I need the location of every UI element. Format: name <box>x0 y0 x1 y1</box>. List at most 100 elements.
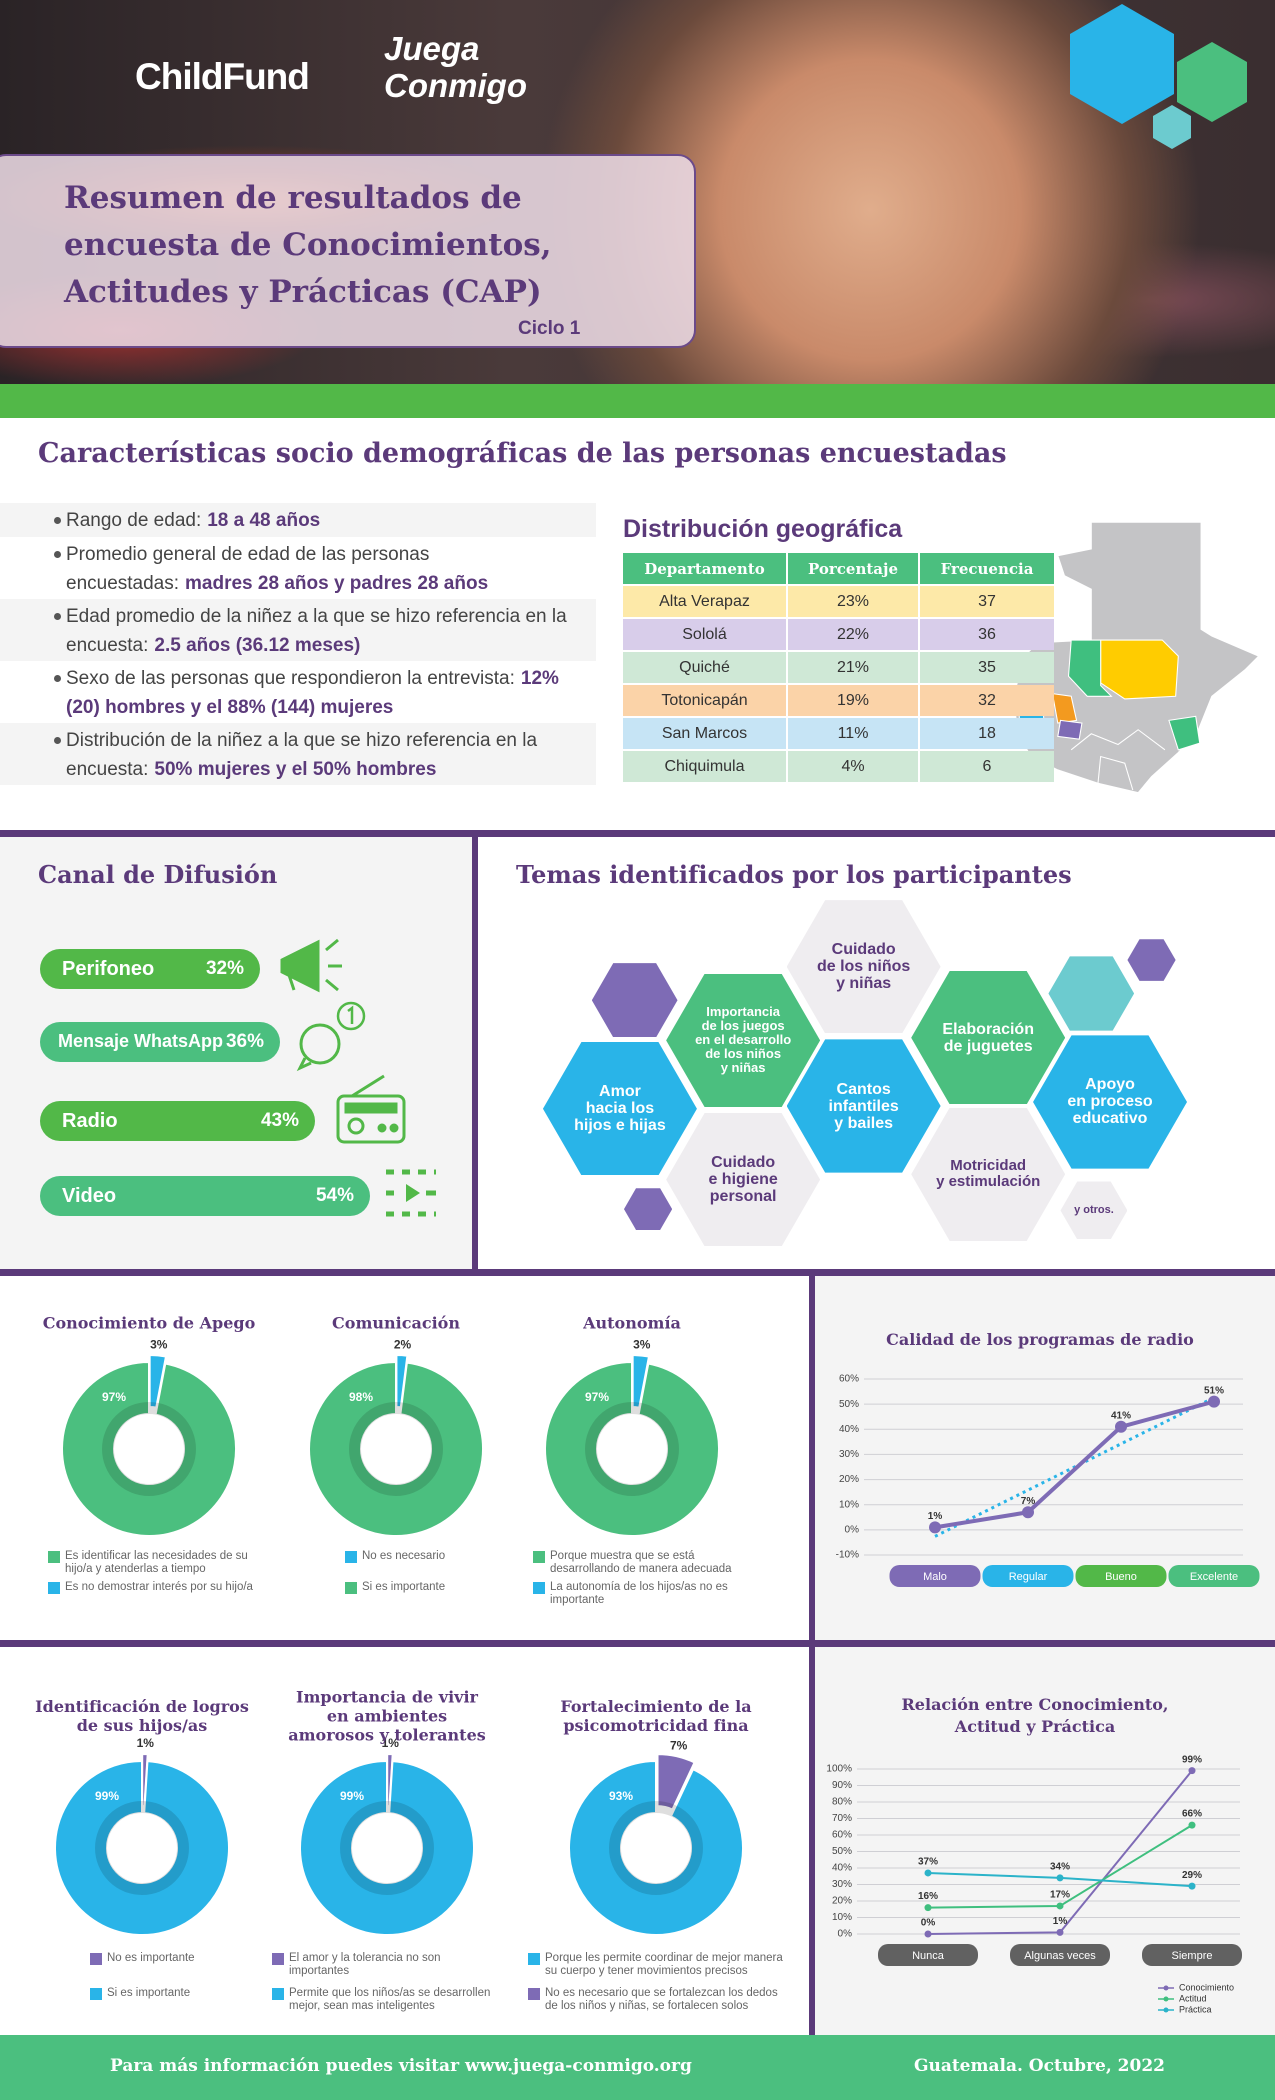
legend-item: Permite que los niños/as se desarrollen … <box>272 1987 502 2013</box>
legend-swatch <box>345 1582 357 1594</box>
map-region <box>1051 692 1078 724</box>
donut: 7% 93% <box>568 1739 744 1936</box>
table-row: Chiquimula 4% 6 <box>623 751 1054 782</box>
topic-hexagon: Amor hacia los hijos e hijas <box>542 1042 697 1176</box>
legend-swatch <box>528 1988 540 2000</box>
topic-hexagon <box>623 1188 673 1230</box>
chart-title: Relación entre Conocimiento, Actitud y P… <box>901 1695 1169 1736</box>
footer-text: Para más información puedes visitar www.… <box>110 2056 692 2076</box>
legend-item: La autonomía de los hijos/as no es impor… <box>533 1581 763 1607</box>
demographic-item: Sexo de las personas que respondieron la… <box>0 661 596 723</box>
footer-text: Guatemala. Octubre, 2022 <box>913 2056 1165 2076</box>
green-band <box>0 384 1275 418</box>
table-cell: San Marcos <box>623 718 786 749</box>
legend-item: Si es importante <box>90 1987 320 2000</box>
item-label: Promedio general de edad de las personas… <box>66 544 430 594</box>
topic-hexagon <box>591 963 678 1038</box>
bar-label: Radio <box>62 1110 118 1132</box>
channel-bar: Video 54% <box>40 1176 370 1216</box>
legend-label: Porque les permite coordinar de mejor ma… <box>545 1952 783 1977</box>
topic-hexagon: y otros. <box>1060 1181 1128 1240</box>
topic-label: Cantos infantiles y bailes <box>828 1080 899 1132</box>
donut: 3% 97% <box>544 1338 720 1537</box>
donut: 2% 98% <box>308 1337 484 1537</box>
chart-title: Conocimiento de Apego <box>42 1313 256 1333</box>
legend-swatch <box>533 1582 545 1594</box>
topic-label: Amor hacia los hijos e hijas <box>574 1083 666 1135</box>
bar-value: 43% <box>260 1110 299 1131</box>
chart-title: Canal de Difusión <box>38 860 278 889</box>
map-region <box>1057 719 1083 740</box>
value-label: 2% <box>394 1337 412 1351</box>
table-cell: 21% <box>788 652 918 683</box>
legend-label: La autonomía de los hijos/as no es impor… <box>550 1581 728 1606</box>
map-borders <box>1070 729 1166 751</box>
topic-label: y otros. <box>1074 1204 1114 1217</box>
topic-hexagon: Cuidado e higiene personal <box>666 1112 821 1247</box>
table-cell: 18 <box>920 718 1054 749</box>
table-cell: 4% <box>788 751 918 782</box>
table-cell: Totonicapán <box>623 685 786 716</box>
section-title: Temas identificados por los participante… <box>516 860 1072 889</box>
donut-slice <box>54 1759 231 1936</box>
donut: 3% 97% <box>61 1338 237 1537</box>
item-value: 50% mujeres y el 50% hombres <box>154 759 437 780</box>
table-title: Distribución geográfica <box>623 515 903 543</box>
bullet <box>54 675 61 682</box>
header-subtitle: Ciclo 1 <box>518 318 581 339</box>
table-cell: 35 <box>920 652 1054 683</box>
column-header: Frecuencia <box>920 553 1054 584</box>
topic-hexagon: Motricidad y estimulación <box>911 1107 1066 1241</box>
logo-childfund: ChildFund <box>135 56 310 97</box>
bar-label: Mensaje WhatsApp <box>58 1031 224 1051</box>
value-label: 97% <box>102 1390 126 1404</box>
divider <box>0 1269 1275 1276</box>
map-borders <box>1097 755 1134 791</box>
topic-hexagon <box>1127 939 1176 981</box>
map-region <box>1067 639 1113 697</box>
chart-title: Importancia de vivir en ambientes amoros… <box>288 1687 486 1745</box>
chart-title: Identificación de logros de sus hijos/as <box>35 1697 249 1735</box>
topic-label: Elaboración de juguetes <box>942 1020 1034 1055</box>
donut-slice <box>386 1752 394 1808</box>
donut-slice <box>308 1360 484 1537</box>
topic-label: Motricidad y estimulación <box>936 1157 1041 1191</box>
table-cell: 22% <box>788 619 918 650</box>
legend-swatch <box>272 1953 284 1965</box>
item-value: 2.5 años (36.12 meses) <box>154 635 361 656</box>
item-value: madres 28 años y padres 28 años <box>185 573 489 594</box>
value-label: 99% <box>95 1789 119 1803</box>
demographic-item: Rango de edad: 18 a 48 años <box>0 503 596 537</box>
footer <box>0 2035 1275 2100</box>
legend-item: No es importante <box>90 1952 320 1965</box>
item-label: Edad promedio de la niñez a la que se hi… <box>66 606 567 656</box>
legend-swatch <box>528 1953 540 1965</box>
bullet <box>54 517 61 524</box>
legend-swatch <box>272 1988 284 2000</box>
chart-title: Autonomía <box>583 1313 681 1333</box>
legend-swatch <box>90 1988 102 2000</box>
geo-table: Departamento Porcentaje Frecuencia Alta Ver… <box>621 551 1056 784</box>
topic-label: Cuidado de los niños y niñas <box>816 941 911 993</box>
item-label: Sexo de las personas que respondieron la… <box>66 668 515 689</box>
bullet <box>54 613 61 620</box>
donut-slice <box>61 1360 237 1537</box>
channel-bar: Perifoneo 32% <box>40 949 260 989</box>
divider <box>0 1640 1275 1647</box>
value-label: 3% <box>633 1338 651 1352</box>
legend-label: Es identificar las necesidades de su hij… <box>65 1550 248 1575</box>
topic-label: Cuidado e higiene personal <box>708 1154 778 1206</box>
map-region <box>1168 715 1201 751</box>
legend-label: No es importante <box>107 1952 195 1964</box>
legend-swatch <box>48 1582 60 1594</box>
legend-label: El amor y la tolerancia no son important… <box>289 1952 441 1977</box>
donut-inner-ring <box>340 1801 434 1895</box>
donut-slice <box>148 1354 168 1409</box>
topic-hexagon: Apoyo en proceso educativo <box>1033 1035 1188 1169</box>
topic-hexagon <box>1048 956 1135 1031</box>
donut-inner-ring <box>102 1402 196 1496</box>
divider <box>472 837 478 1269</box>
legend-label: Porque muestra que se está desarrollando… <box>550 1550 732 1575</box>
topic-hexagon: Cantos infantiles y bailes <box>786 1039 941 1173</box>
table-cell: Alta Verapaz <box>623 586 786 617</box>
